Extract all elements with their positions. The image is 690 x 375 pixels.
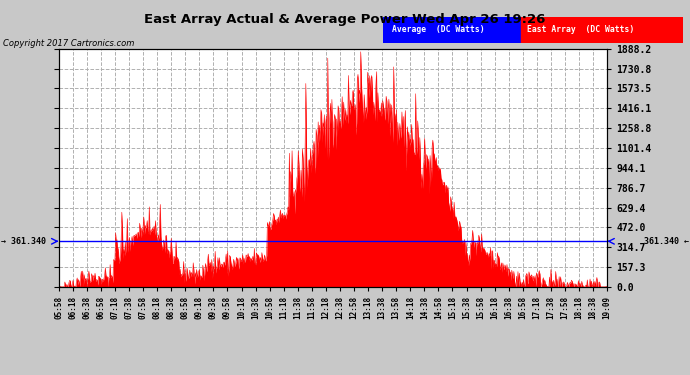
Bar [521, 17, 683, 43]
Text: East Array  (DC Watts): East Array (DC Watts) [527, 26, 634, 34]
Text: → 361.340: → 361.340 [1, 237, 46, 246]
Text: East Array Actual & Average Power Wed Apr 26 19:26: East Array Actual & Average Power Wed Ap… [144, 13, 546, 26]
Text: Copyright 2017 Cartronics.com: Copyright 2017 Cartronics.com [3, 39, 135, 48]
Text: Average  (DC Watts): Average (DC Watts) [392, 26, 484, 34]
Bar [383, 17, 521, 43]
Text: 361.340 ←: 361.340 ← [644, 237, 689, 246]
